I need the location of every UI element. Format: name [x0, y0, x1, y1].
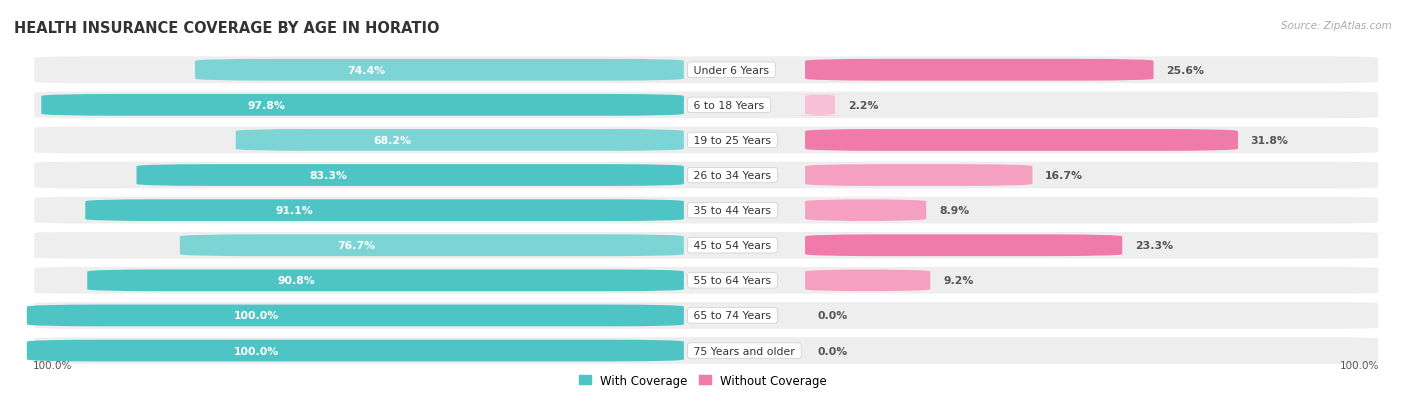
FancyBboxPatch shape [34, 56, 1379, 85]
Text: 100.0%: 100.0% [34, 360, 73, 370]
FancyBboxPatch shape [806, 270, 931, 292]
FancyBboxPatch shape [758, 95, 882, 116]
Text: 19 to 25 Years: 19 to 25 Years [690, 135, 775, 146]
FancyBboxPatch shape [806, 235, 1122, 256]
FancyBboxPatch shape [180, 235, 683, 256]
Text: Under 6 Years: Under 6 Years [690, 66, 773, 76]
FancyBboxPatch shape [27, 305, 683, 327]
Text: 68.2%: 68.2% [374, 135, 412, 146]
FancyBboxPatch shape [41, 95, 683, 116]
Text: 35 to 44 Years: 35 to 44 Years [690, 206, 775, 216]
Text: 31.8%: 31.8% [1251, 135, 1288, 146]
Text: 74.4%: 74.4% [347, 66, 385, 76]
Text: 91.1%: 91.1% [276, 206, 314, 216]
Text: 16.7%: 16.7% [1045, 171, 1083, 180]
Text: 83.3%: 83.3% [309, 171, 347, 180]
Text: 100.0%: 100.0% [235, 311, 280, 320]
FancyBboxPatch shape [34, 161, 1379, 190]
Text: 9.2%: 9.2% [943, 275, 973, 286]
Text: 97.8%: 97.8% [247, 101, 285, 111]
FancyBboxPatch shape [34, 91, 1379, 120]
FancyBboxPatch shape [195, 60, 683, 81]
FancyBboxPatch shape [34, 301, 1379, 330]
Text: 2.2%: 2.2% [848, 101, 879, 111]
Text: 76.7%: 76.7% [337, 241, 375, 251]
FancyBboxPatch shape [34, 126, 1379, 155]
Text: 75 Years and older: 75 Years and older [690, 346, 799, 356]
Text: 65 to 74 Years: 65 to 74 Years [690, 311, 775, 320]
Legend: With Coverage, Without Coverage: With Coverage, Without Coverage [574, 369, 832, 392]
FancyBboxPatch shape [806, 200, 927, 221]
FancyBboxPatch shape [87, 270, 683, 292]
Text: 55 to 64 Years: 55 to 64 Years [690, 275, 775, 286]
FancyBboxPatch shape [34, 196, 1379, 225]
Text: 6 to 18 Years: 6 to 18 Years [690, 101, 768, 111]
Text: 25.6%: 25.6% [1167, 66, 1205, 76]
FancyBboxPatch shape [27, 340, 683, 361]
FancyBboxPatch shape [34, 336, 1379, 365]
FancyBboxPatch shape [86, 200, 683, 221]
Text: 0.0%: 0.0% [818, 346, 848, 356]
FancyBboxPatch shape [236, 130, 683, 152]
FancyBboxPatch shape [806, 130, 1237, 152]
FancyBboxPatch shape [806, 60, 1153, 81]
Text: 100.0%: 100.0% [235, 346, 280, 356]
Text: 0.0%: 0.0% [818, 311, 848, 320]
Text: 100.0%: 100.0% [1340, 360, 1379, 370]
FancyBboxPatch shape [34, 266, 1379, 295]
FancyBboxPatch shape [136, 165, 683, 186]
FancyBboxPatch shape [34, 231, 1379, 260]
FancyBboxPatch shape [806, 165, 1032, 186]
Text: 90.8%: 90.8% [277, 275, 315, 286]
Text: 45 to 54 Years: 45 to 54 Years [690, 241, 775, 251]
Text: Source: ZipAtlas.com: Source: ZipAtlas.com [1281, 21, 1392, 31]
Text: HEALTH INSURANCE COVERAGE BY AGE IN HORATIO: HEALTH INSURANCE COVERAGE BY AGE IN HORA… [14, 21, 440, 36]
Text: 23.3%: 23.3% [1135, 241, 1173, 251]
Text: 8.9%: 8.9% [939, 206, 969, 216]
Text: 26 to 34 Years: 26 to 34 Years [690, 171, 775, 180]
